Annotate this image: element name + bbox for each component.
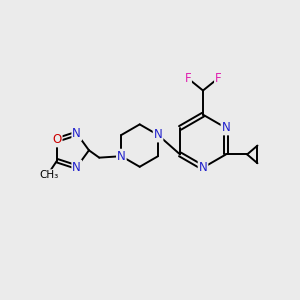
Text: N: N [199, 161, 207, 174]
Text: N: N [222, 122, 230, 134]
Text: CH₃: CH₃ [39, 170, 58, 180]
Text: N: N [117, 150, 126, 163]
Text: F: F [215, 72, 222, 85]
Text: N: N [72, 160, 81, 174]
Text: F: F [184, 72, 191, 85]
Text: O: O [52, 134, 62, 146]
Text: N: N [154, 128, 162, 142]
Text: N: N [72, 127, 81, 140]
